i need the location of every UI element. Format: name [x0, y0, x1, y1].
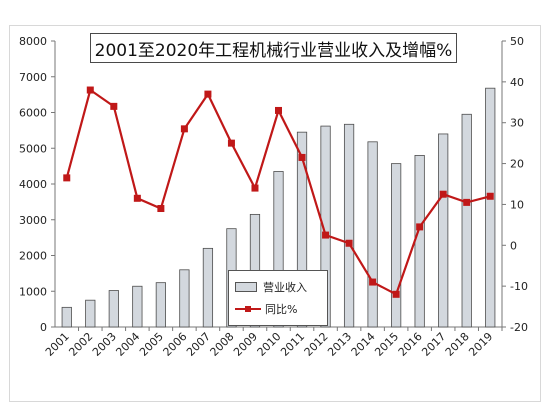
bar-2016: [414, 154, 425, 328]
axes: 0 1000 2000 3000 4000 5000 6000 7000 8000 -20 -10 0…: [19, 35, 528, 334]
left-tick-label: 8000: [19, 35, 47, 48]
bar-2007: [202, 247, 214, 328]
bar-2015: [391, 163, 402, 328]
chart-title-box: 2001至2020年工程机械行业营业收入及增幅%: [90, 33, 457, 63]
yoy-marker-2013: [345, 239, 353, 247]
x-tick-label-2012: 2012: [302, 330, 331, 359]
legend-swatch-line: [235, 304, 261, 314]
yoy-marker-2001: [63, 174, 71, 182]
yoy-marker-2017: [439, 190, 447, 198]
x-tick-label-2015: 2015: [372, 330, 401, 359]
yoy-marker-2018: [463, 198, 471, 206]
yoy-marker-2005: [157, 205, 165, 213]
right-tick-label: 0: [510, 239, 517, 252]
right-tick-label: 50: [510, 35, 524, 48]
bar-2005: [155, 282, 166, 328]
x-tick-label-2017: 2017: [419, 330, 448, 359]
bar-2003: [108, 290, 119, 328]
x-tick-labels: 2001200220032004200520062007200820092010…: [43, 330, 495, 359]
x-tick-label-2005: 2005: [137, 330, 166, 359]
x-tick-label-2011: 2011: [278, 330, 307, 359]
chart-title: 2001至2020年工程机械行业营业收入及增幅%: [94, 40, 453, 61]
bar-2017: [438, 133, 449, 328]
yoy-marker-2009: [251, 184, 259, 192]
right-tick-label: 30: [510, 117, 524, 130]
yoy-marker-2008: [227, 139, 235, 147]
left-tick-label: 7000: [19, 71, 47, 84]
left-tick-label: 2000: [19, 250, 47, 263]
bar-2004: [132, 285, 143, 328]
line-series: [63, 86, 494, 298]
right-tick-label: 10: [510, 198, 524, 211]
yoy-marker-2015: [392, 290, 400, 298]
bar-2006: [179, 269, 190, 328]
x-tick-label-2002: 2002: [66, 330, 95, 359]
yoy-marker-2010: [275, 106, 282, 114]
legend: 营业收入 同比%: [228, 270, 328, 326]
legend-swatch-bar: [235, 282, 257, 292]
yoy-marker-2003: [110, 102, 118, 110]
bar-2013: [343, 123, 355, 328]
yoy-marker-2002: [86, 86, 94, 94]
right-tick-label: -20: [510, 321, 528, 334]
yoy-marker-2012: [322, 231, 330, 239]
x-tick-label-2016: 2016: [396, 330, 425, 359]
bar-2010: [273, 171, 284, 328]
x-tick-label-2006: 2006: [161, 330, 190, 359]
left-tick-label: 6000: [19, 107, 47, 120]
x-tick-label-2003: 2003: [90, 330, 119, 359]
bar-2011: [296, 131, 308, 328]
legend-label-yoy: 同比%: [265, 303, 298, 316]
legend-item-yoy: 同比%: [235, 298, 321, 320]
bar-2018: [461, 113, 472, 328]
bar-2002: [85, 299, 96, 328]
x-tick-label-2018: 2018: [443, 330, 472, 359]
bar-2001: [61, 306, 72, 328]
legend-label-revenue: 营业收入: [263, 281, 307, 294]
left-tick-label: 1000: [19, 285, 47, 298]
right-tick-label: 40: [510, 76, 524, 89]
yoy-marker-2004: [133, 194, 141, 202]
bar-2014: [367, 141, 378, 328]
bar-2019: [485, 87, 496, 328]
yoy-marker-2011: [298, 153, 306, 161]
left-tick-label: 5000: [19, 142, 47, 155]
yoy-marker-2007: [204, 90, 212, 98]
yoy-marker-2014: [369, 278, 377, 286]
yoy-marker-2016: [416, 223, 424, 231]
right-tick-label: 20: [510, 158, 524, 171]
right-tick-label: -10: [510, 280, 528, 293]
x-tick-label-2007: 2007: [184, 330, 213, 359]
left-tick-label: 3000: [19, 214, 47, 227]
bar-2012: [320, 125, 331, 328]
x-tick-label-2013: 2013: [325, 330, 354, 359]
x-tick-label-2019: 2019: [466, 330, 495, 359]
yoy-marker-2019: [486, 192, 494, 200]
x-tick-label-2014: 2014: [349, 330, 378, 359]
legend-item-revenue: 营业收入: [235, 276, 321, 298]
x-tick-label-2010: 2010: [255, 330, 284, 359]
x-tick-label-2008: 2008: [208, 330, 237, 359]
x-tick-label-2004: 2004: [113, 330, 142, 359]
left-tick-label: 4000: [19, 178, 47, 191]
left-tick-label: 0: [40, 321, 47, 334]
x-tick-label-2009: 2009: [231, 330, 260, 359]
x-tick-label-2001: 2001: [43, 330, 72, 359]
yoy-marker-2006: [180, 125, 188, 133]
